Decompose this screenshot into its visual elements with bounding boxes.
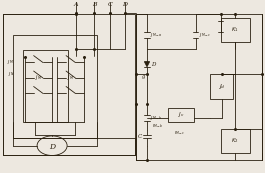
Bar bbox=[221, 129, 250, 153]
Text: D: D bbox=[152, 62, 156, 67]
Bar bbox=[23, 50, 68, 122]
Text: C: C bbox=[138, 134, 142, 139]
Bar bbox=[12, 35, 97, 138]
Bar bbox=[221, 18, 250, 42]
Text: $J_{M-a}$: $J_{M-a}$ bbox=[151, 31, 162, 39]
Text: D: D bbox=[49, 143, 55, 151]
Text: $J_d$: $J_d$ bbox=[218, 82, 226, 91]
Text: $I_{M-c}$: $I_{M-c}$ bbox=[174, 130, 186, 138]
Bar bbox=[3, 14, 135, 155]
Text: A: A bbox=[74, 2, 78, 7]
Text: $K_2$: $K_2$ bbox=[231, 136, 239, 145]
Text: $K_1$: $K_1$ bbox=[231, 25, 239, 34]
Text: $J_N$: $J_N$ bbox=[8, 70, 14, 79]
Text: C: C bbox=[108, 2, 112, 7]
Text: $J_{M-c}$: $J_{M-c}$ bbox=[199, 31, 211, 39]
Bar bbox=[210, 75, 233, 99]
Bar bbox=[168, 108, 195, 122]
Text: $J_M$: $J_M$ bbox=[35, 72, 42, 81]
Text: $I_{M-b}$: $I_{M-b}$ bbox=[152, 122, 163, 130]
Text: g: g bbox=[142, 74, 145, 79]
Polygon shape bbox=[144, 62, 150, 67]
Text: $J_{M-b}$: $J_{M-b}$ bbox=[151, 114, 163, 122]
Text: $J_M$: $J_M$ bbox=[7, 58, 14, 66]
Text: B: B bbox=[92, 2, 96, 7]
Text: D: D bbox=[122, 2, 127, 7]
Text: $J_v$: $J_v$ bbox=[178, 110, 185, 119]
Text: $J_M$: $J_M$ bbox=[67, 72, 74, 81]
